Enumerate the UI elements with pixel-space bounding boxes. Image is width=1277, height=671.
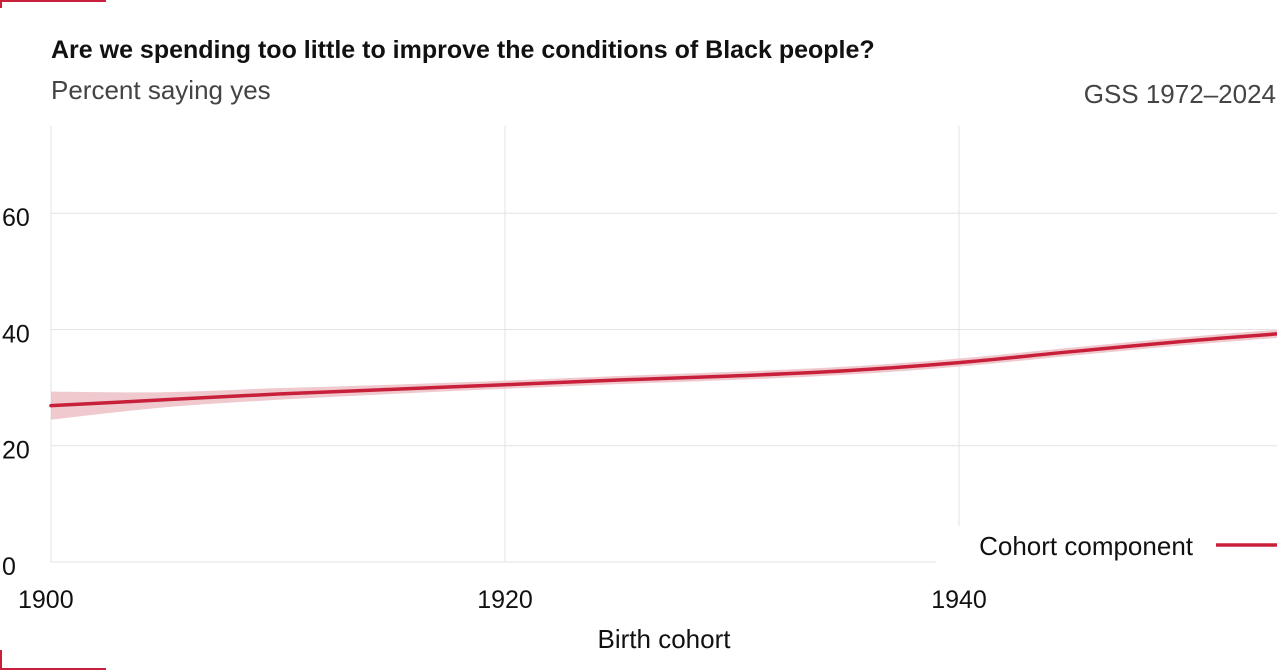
x-axis-title: Birth cohort — [598, 624, 732, 654]
y-tick-label-60: 60 — [2, 204, 30, 232]
axis-labels: 0204060190019201940196019802000Birth coh… — [2, 204, 987, 654]
legend: Cohort component — [936, 526, 1277, 566]
series-line-0 — [49, 332, 1277, 408]
confidence-band-layer — [51, 329, 1277, 420]
chart-subtitle: Percent saying yes — [51, 75, 271, 105]
corner-mark-top — [0, 0, 106, 2]
series-line-layer — [49, 332, 1277, 408]
grid-lines — [50, 126, 1277, 563]
corner-mark-top-stub — [0, 0, 2, 8]
confidence-band-0 — [51, 329, 1277, 420]
y-tick-label-0: 0 — [2, 553, 16, 581]
source-note: GSS 1972–2024 — [1083, 79, 1276, 109]
corner-mark-bottom-stub — [0, 650, 2, 670]
legend-label: Cohort component — [979, 531, 1194, 561]
x-tick-label-1940: 1940 — [931, 586, 987, 614]
x-tick-label-1920: 1920 — [477, 586, 533, 614]
corner-mark-bottom — [0, 668, 106, 670]
x-tick-label-1900: 1900 — [18, 586, 74, 614]
chart-title: Are we spending too little to improve th… — [51, 36, 875, 64]
y-tick-label-40: 40 — [2, 320, 30, 348]
y-tick-label-20: 20 — [2, 437, 30, 465]
